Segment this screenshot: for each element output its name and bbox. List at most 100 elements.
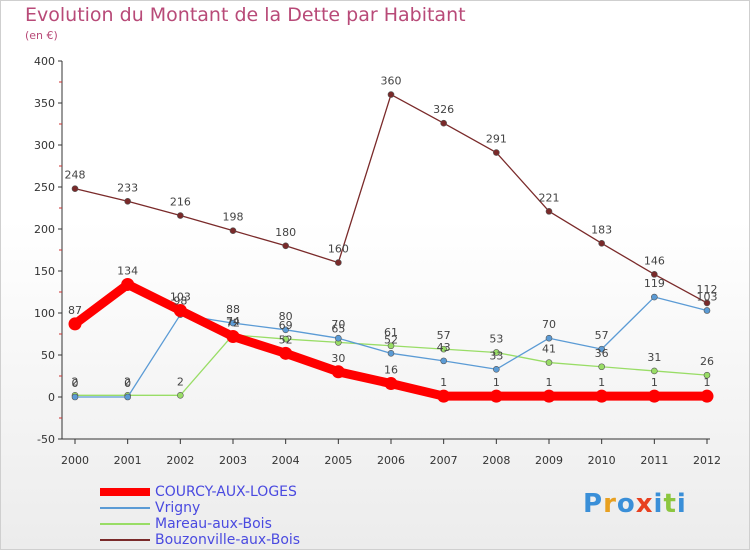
logo-letter: i [653,489,664,519]
data-label: 119 [644,277,665,290]
data-label: 43 [437,341,451,354]
data-label: 52 [384,333,398,346]
data-label: 69 [279,319,293,332]
logo-letter: x [635,489,654,519]
logo-letter: o [616,489,636,519]
data-point [651,293,658,301]
data-point [598,345,605,353]
data-point [598,239,605,247]
data-point [545,334,553,342]
data-label: 112 [697,283,718,296]
data-label: 146 [644,254,665,267]
data-label: 31 [647,351,661,364]
data-label: 0 [72,377,79,390]
x-tick-label: 2003 [219,454,247,467]
data-point [542,389,556,403]
data-point [440,357,447,365]
data-point [229,227,237,234]
series-layer [68,91,714,403]
data-point [229,319,237,327]
data-point [595,389,609,403]
data-label: 2 [124,375,131,388]
data-point [651,367,658,375]
data-point [177,212,184,219]
data-label: 88 [226,303,240,316]
logo-letter: t [663,489,677,519]
data-label: 216 [170,196,191,209]
data-point [489,389,503,403]
data-point [493,149,500,156]
data-point [226,330,240,344]
y-tick-label: 200 [34,223,55,236]
data-label: 70 [542,318,556,331]
data-label: 30 [331,352,345,365]
data-point [173,303,187,317]
y-tick-label: 350 [34,97,55,110]
data-label: 103 [170,290,191,303]
x-tick-label: 2009 [535,454,563,467]
data-label: 98 [173,295,187,308]
data-label: 233 [117,181,138,194]
x-tick-label: 2012 [693,454,721,467]
x-tick-label: 2007 [430,454,458,467]
data-point [335,334,342,342]
x-tick-label: 2005 [324,454,352,467]
legend-swatch [100,488,150,496]
data-label: 74 [226,315,240,328]
data-label: 16 [384,364,398,377]
data-point [384,377,398,391]
x-tick-label: 2006 [377,454,405,467]
data-label: 291 [486,133,507,146]
data-label: 52 [279,333,293,346]
data-label: 36 [595,347,609,360]
data-label: 160 [328,243,349,256]
data-point [124,197,131,205]
data-label: 41 [542,343,556,356]
data-point [177,392,184,399]
data-label: 33 [489,349,503,362]
data-point [703,299,711,307]
chart-title: Evolution du Montant de la Dette par Hab… [25,4,466,26]
logo-letter: P [583,489,604,519]
x-tick-label: 2008 [482,454,510,467]
proxiti-logo: Proxiti [583,489,687,519]
data-label: 61 [384,326,398,339]
data-label: 57 [595,329,609,342]
x-tick-label: 2001 [114,454,142,467]
data-label: 1 [440,376,447,389]
data-point [282,335,289,343]
legend-label: Vrigny [155,500,201,516]
logo-letter: i [676,489,687,519]
legend-label: COURCY-AUX-LOGES [155,484,297,500]
data-point [335,259,342,266]
data-label: 1 [704,376,711,389]
data-label: 1 [651,376,658,389]
data-label: 134 [117,264,138,277]
data-point [651,271,658,278]
data-label: 0 [124,377,131,390]
legend-label: Bouzonville-aux-Bois [155,532,301,548]
data-label: 1 [546,376,553,389]
data-point [647,389,661,403]
data-label: 70 [331,318,345,331]
x-tick-label: 2010 [588,454,616,467]
data-label: 57 [437,329,451,342]
data-label: 65 [331,322,345,335]
data-label: 221 [539,191,560,204]
data-point [68,317,82,331]
data-point [282,242,289,250]
data-point [545,208,553,215]
data-label: 87 [68,304,82,317]
data-point [121,277,135,291]
data-point [387,91,395,98]
data-point [440,119,447,127]
data-label: 248 [65,169,86,182]
data-label: 180 [275,226,296,239]
legend-swatch [100,539,150,541]
data-point [703,371,711,379]
data-point [545,359,553,366]
x-tick-label: 2004 [272,454,300,467]
data-point [437,389,451,403]
